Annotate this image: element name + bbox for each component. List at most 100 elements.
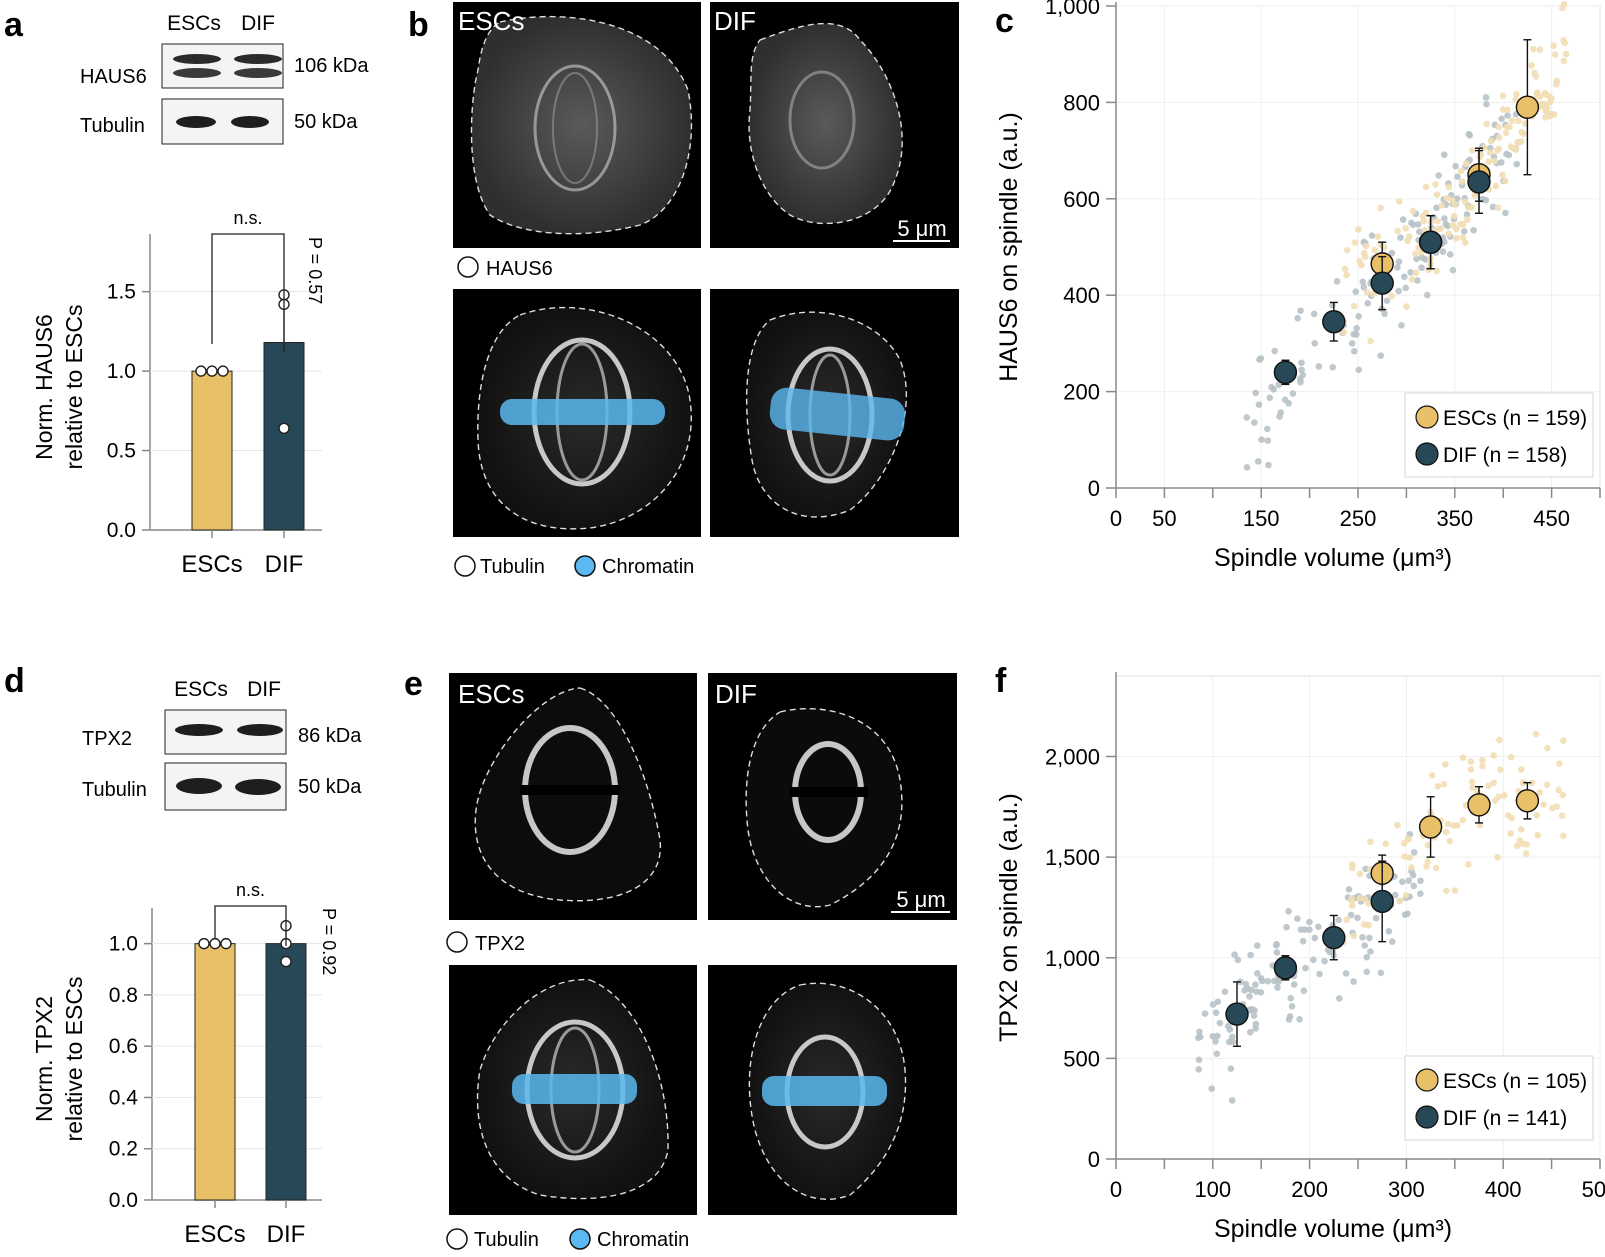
scatter-point-escs xyxy=(1518,826,1525,833)
scatter-point-escs xyxy=(1412,269,1420,277)
scatter-point-escs xyxy=(1514,138,1522,146)
scatter-point-dif xyxy=(1359,933,1366,941)
panel-letter-f: f xyxy=(995,662,1007,700)
y-tick-label: 0.8 xyxy=(109,984,138,1007)
scatter-point-escs xyxy=(1361,895,1369,903)
significance-label: n.s. xyxy=(233,208,262,228)
scatter-point-dif xyxy=(1408,219,1415,227)
legend-swatch-tpx2 xyxy=(446,931,468,953)
blot-protein-tubulin: Tubulin xyxy=(80,115,145,137)
scatter-point-escs xyxy=(1356,895,1363,902)
bar-chart-tpx2: 0.0 0.2 0.4 0.6 0.8 1.0 ESCs DIF n.s. P = 0.92 Nor… xyxy=(31,880,339,1248)
scatter-point-escs xyxy=(1408,864,1415,871)
scatter-point-escs xyxy=(1531,69,1538,77)
scatter-point-escs xyxy=(1348,897,1356,905)
scatter-point-dif xyxy=(1274,984,1281,991)
scatter-point-escs xyxy=(1528,779,1536,786)
scatter-point-escs xyxy=(1446,837,1454,845)
scatter-point-dif xyxy=(1391,891,1399,899)
blot-size-86: 86 kDa xyxy=(298,725,362,747)
scatter-point-dif xyxy=(1271,347,1278,355)
scatter-point-escs xyxy=(1461,239,1469,246)
scatter-point-escs xyxy=(1367,838,1374,846)
scatter-point-escs xyxy=(1503,123,1511,131)
y-tick-label: 500 xyxy=(1063,1046,1100,1071)
blot-header-dif: DIF xyxy=(241,12,275,35)
scatter-point-escs xyxy=(1445,230,1452,237)
scatter-point-dif xyxy=(1440,151,1448,159)
scatter-point-dif xyxy=(1441,215,1448,222)
scatter-point-escs xyxy=(1513,842,1521,850)
scatter-point-dif xyxy=(1302,964,1309,972)
panel-letter-e: e xyxy=(404,665,423,703)
scatter-point-dif xyxy=(1283,923,1290,931)
mean-point-dif xyxy=(1322,925,1346,950)
scatter-point-escs xyxy=(1343,246,1351,254)
x-tick-label: 250 xyxy=(1340,506,1377,531)
scatter-point-dif xyxy=(1225,1038,1233,1046)
scatter-point-dif xyxy=(1470,226,1477,234)
scatter-point-dif xyxy=(1388,249,1396,257)
scatter-point-escs xyxy=(1440,780,1448,788)
x-tick-label: ESCs xyxy=(181,551,242,578)
y-axis-label: Norm. TPX2 xyxy=(31,996,57,1122)
scatter-point-escs xyxy=(1424,841,1432,849)
scatter-point-escs xyxy=(1340,329,1347,336)
scatter-point-dif xyxy=(1315,363,1323,370)
y-tick-label: 800 xyxy=(1063,90,1100,115)
scatter-point-escs xyxy=(1486,149,1494,156)
panel-letter-b: b xyxy=(408,6,429,44)
scatter-point-dif xyxy=(1439,248,1447,255)
y-tick-label: 0 xyxy=(1088,1147,1100,1172)
replicate-point xyxy=(217,365,229,377)
legend-label-dif: DIF (n = 158) xyxy=(1443,444,1567,467)
scatter-point-escs xyxy=(1502,129,1510,137)
scatter-point-dif xyxy=(1316,970,1323,978)
scatter-point-dif xyxy=(1355,313,1363,320)
scatter-point-dif xyxy=(1297,375,1304,382)
scatter-point-escs xyxy=(1363,288,1371,296)
scatter-point-escs xyxy=(1451,200,1458,208)
scatter-point-dif xyxy=(1372,914,1380,922)
scatter-point-escs xyxy=(1485,158,1492,166)
scatter-point-escs xyxy=(1437,225,1445,232)
scatter-point-escs xyxy=(1495,145,1503,153)
scatter-point-dif xyxy=(1306,918,1313,926)
scatter-point-dif xyxy=(1285,907,1292,915)
scatter-point-dif xyxy=(1502,209,1509,217)
y-tick-label: 0.6 xyxy=(109,1035,138,1058)
y-tick-label: 0 xyxy=(1088,476,1100,501)
mean-point-dif xyxy=(1273,360,1298,385)
scatter-point-dif xyxy=(1416,228,1423,236)
scatter-point-dif xyxy=(1299,937,1307,945)
scatter-point-escs xyxy=(1536,789,1544,796)
scatter-point-dif xyxy=(1364,300,1372,307)
scatter-point-escs xyxy=(1471,191,1479,199)
mean-point-escs xyxy=(1515,95,1540,119)
scatter-point-dif xyxy=(1352,288,1360,296)
x-tick-label: 450 xyxy=(1533,506,1570,531)
scatter-point-dif xyxy=(1266,394,1274,402)
legend-label-tubulin: Tubulin xyxy=(474,1229,539,1251)
legend-box xyxy=(1404,1055,1594,1141)
scatter-point-escs xyxy=(1438,202,1445,209)
x-tick-label: DIF xyxy=(267,1221,306,1248)
scatter-point-dif xyxy=(1247,951,1254,959)
scatter-point-escs xyxy=(1434,782,1442,790)
western-blot-haus6 xyxy=(161,43,284,89)
scatter-point-dif xyxy=(1504,112,1511,119)
scatter-point-escs xyxy=(1400,840,1408,847)
scatter-point-dif xyxy=(1231,951,1238,959)
bar-dif xyxy=(265,943,307,1201)
scatter-point-dif xyxy=(1247,1028,1254,1036)
scatter-point-escs xyxy=(1396,897,1404,905)
scatter-point-escs xyxy=(1487,137,1495,145)
scatter-point-escs xyxy=(1559,791,1567,799)
bar-chart-haus6: 0.0 0.5 1.0 1.5 ESCs DIF n.s. P = 0.57 Norm. HAU… xyxy=(31,208,325,578)
mean-point-escs xyxy=(1467,793,1491,817)
scatter-point-escs xyxy=(1492,182,1500,190)
scatter-point-escs xyxy=(1519,840,1527,847)
panel-letter-a: a xyxy=(4,6,24,44)
scatter-point-escs xyxy=(1494,853,1502,861)
